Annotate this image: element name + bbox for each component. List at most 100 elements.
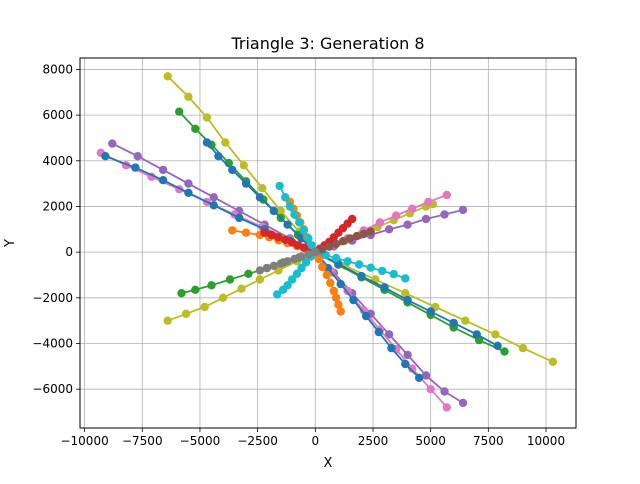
data-point [175,107,184,116]
data-point [331,293,341,302]
data-point [255,275,265,284]
series-1 [163,72,320,257]
data-point [131,163,140,172]
data-point [491,330,500,339]
plot-series [96,72,558,412]
data-point [403,350,412,360]
data-point [461,316,470,325]
data-point [163,316,172,325]
data-point [329,286,338,296]
data-point [426,307,435,316]
data-point [235,213,244,223]
data-point [290,210,299,219]
y-tick-label: 8000 [42,62,73,76]
data-point [283,257,292,266]
data-point [326,278,335,288]
data-point [221,138,230,147]
data-point [387,343,396,353]
series-17 [202,138,320,257]
data-point [331,253,341,263]
data-point [325,242,334,251]
data-point [403,295,412,305]
data-point [301,258,311,267]
x-axis-label: X [324,456,333,471]
data-point [421,214,431,224]
data-point [273,290,282,299]
data-point [191,124,200,133]
data-point [374,327,383,337]
data-point [366,227,375,236]
data-point [269,261,278,270]
data-point [357,271,366,281]
data-point [449,318,458,328]
data-point [359,229,368,239]
series-2 [311,247,558,366]
data-point [267,230,276,240]
data-point [380,283,389,292]
data-point [228,226,237,235]
data-point [241,228,251,237]
data-point [295,218,304,227]
series-21 [260,228,320,257]
data-point [260,228,269,237]
data-point [424,197,433,207]
data-point [262,263,272,273]
data-point [225,275,235,284]
axis-ticks: −10000 −7500 −5000 −2500 0 2500 5000 7500 10000 −… [32,62,565,448]
data-point [311,247,320,257]
data-point [408,204,417,213]
data-point [458,398,468,408]
data-point [191,285,200,294]
data-point [290,254,299,264]
data-point [354,260,364,269]
y-tick-label: −2000 [32,291,73,305]
data-point [336,307,345,316]
data-point [241,179,251,188]
series-16 [311,247,502,350]
data-point [288,275,297,284]
series-23 [275,181,320,257]
data-point [349,295,358,305]
data-point [158,176,168,185]
data-point [348,214,357,224]
x-tick-label: 5000 [415,434,446,448]
series-26 [311,227,375,257]
data-point [548,357,558,366]
data-point [440,210,449,219]
x-tick-label: 2500 [358,434,389,448]
data-point [292,269,302,278]
chart-title: Triangle 3: Generation 8 [230,34,424,53]
data-point [133,152,142,161]
data-point [278,285,288,294]
data-point [403,220,412,229]
data-point [158,165,168,175]
data-point [493,341,502,350]
data-point [384,330,394,339]
data-point [276,259,285,268]
x-tick-label: 0 [311,434,319,448]
data-point [322,270,331,280]
data-point [255,266,265,275]
data-point [375,218,385,227]
x-tick-label: −7500 [122,434,163,448]
y-tick-label: 6000 [42,108,73,122]
data-point [101,152,110,161]
y-tick-label: 0 [65,245,73,259]
data-point [288,238,297,247]
series-7 [311,247,468,408]
data-point [218,293,228,302]
data-point [108,139,117,148]
data-point [391,211,401,220]
data-point [426,385,435,394]
plot-frame [79,57,577,429]
data-point [163,72,172,81]
data-point [304,234,313,243]
data-point [442,403,451,412]
y-tick-label: −4000 [32,336,73,350]
data-point [228,165,237,175]
y-tick-label: 2000 [42,199,73,213]
data-point [414,373,424,382]
data-point [200,302,209,312]
